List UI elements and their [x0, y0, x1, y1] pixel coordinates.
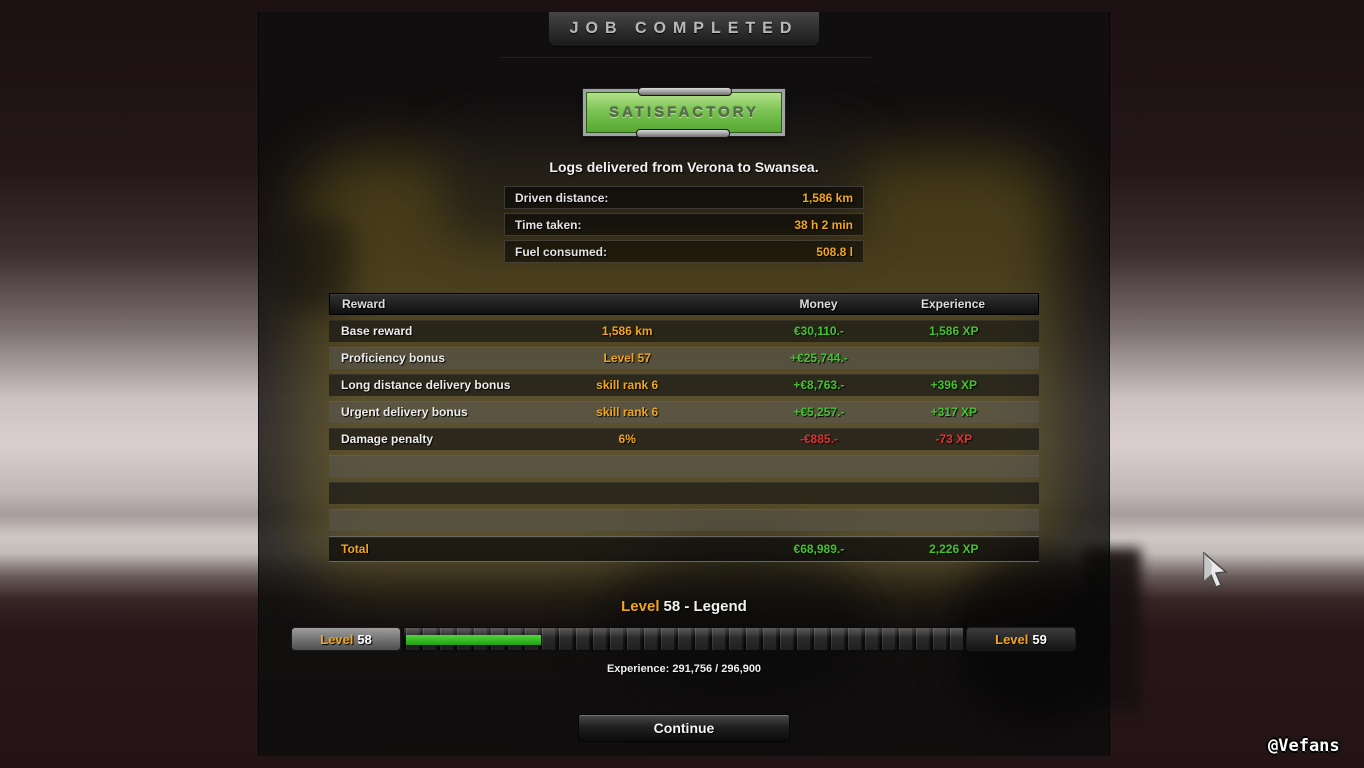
stat-label: Driven distance: — [515, 190, 609, 205]
table-row-empty — [329, 482, 1039, 504]
experience-progress-text: Experience: 291,756 / 296,900 — [606, 663, 762, 675]
column-header-reward: Reward — [342, 297, 386, 311]
rating-badge: SATISFACTORY — [582, 87, 786, 138]
rating-label: SATISFACTORY — [609, 104, 759, 121]
job-stats: Driven distance: 1,586 km Time taken: 38… — [504, 186, 864, 267]
row-label: Proficiency bonus — [341, 351, 446, 365]
row-label: Damage penalty — [341, 432, 434, 446]
table-row-damage-penalty: Damage penalty 6% -€885.- -73 XP — [329, 428, 1039, 450]
badge-handle-bottom — [636, 129, 730, 138]
level-heading-word: Level — [621, 598, 660, 615]
current-level-pill: Level 58 — [291, 627, 401, 651]
row-detail: skill rank 6 — [596, 378, 659, 392]
row-detail: 6% — [618, 432, 636, 446]
total-xp: 2,226 XP — [929, 542, 979, 556]
progress-fill — [406, 635, 542, 645]
mouse-cursor — [1203, 552, 1228, 588]
row-detail: 1,586 km — [601, 324, 653, 338]
table-row-base-reward: Base reward 1,586 km €30,110.- 1,586 XP — [329, 320, 1039, 342]
column-header-experience: Experience — [921, 297, 986, 311]
stat-label: Fuel consumed: — [515, 244, 608, 259]
progress-segments — [403, 627, 964, 651]
row-label: Urgent delivery bonus — [341, 405, 468, 419]
row-money: +€8,763.- — [793, 378, 845, 392]
total-money: €68,989.- — [793, 542, 845, 556]
level-heading: Level 58 - Legend — [259, 598, 1109, 615]
column-header-money: Money — [799, 297, 838, 311]
dialog-title: JOB COMPLETED — [569, 20, 799, 37]
row-money: +€5,257.- — [793, 405, 845, 419]
reward-table: Reward Money Experience Base reward 1,58… — [329, 293, 1039, 567]
badge-handle-top — [638, 87, 732, 96]
row-detail: Level 57 — [603, 351, 651, 365]
next-level-word: Level — [995, 631, 1029, 647]
row-detail: skill rank 6 — [596, 405, 659, 419]
row-xp: +317 XP — [930, 405, 977, 419]
total-label: Total — [341, 542, 369, 556]
stat-label: Time taken: — [515, 217, 582, 232]
table-row-empty — [329, 509, 1039, 531]
row-xp: -73 XP — [935, 432, 973, 446]
table-row-urgent-delivery-bonus: Urgent delivery bonus skill rank 6 +€5,2… — [329, 401, 1039, 423]
next-level-number: 59 — [1032, 631, 1047, 647]
table-row-total: Total €68,989.- 2,226 XP — [329, 536, 1039, 562]
stat-value: 508.8 l — [816, 244, 853, 259]
delivery-summary: Logs delivered from Verona to Swansea. — [549, 159, 819, 175]
stat-value: 1,586 km — [802, 190, 853, 205]
row-xp: +396 XP — [930, 378, 977, 392]
row-money: -€885.- — [799, 432, 838, 446]
row-money: +€25,744.- — [790, 351, 848, 365]
reward-table-header: Reward Money Experience — [329, 293, 1039, 315]
level-progress-bar: Level 58 Level 59 — [291, 627, 1076, 651]
current-level-word: Level — [320, 631, 354, 647]
stat-row-time-taken: Time taken: 38 h 2 min — [504, 213, 864, 236]
continue-button[interactable]: Continue — [578, 714, 790, 742]
level-heading-value: 58 - Legend — [663, 598, 747, 615]
title-underline — [501, 57, 871, 58]
row-label: Base reward — [341, 324, 413, 338]
row-label: Long distance delivery bonus — [341, 378, 511, 392]
stat-value: 38 h 2 min — [794, 217, 853, 232]
table-row-proficiency-bonus: Proficiency bonus Level 57 +€25,744.- — [329, 347, 1039, 369]
current-level-number: 58 — [357, 631, 372, 647]
table-row-long-distance-bonus: Long distance delivery bonus skill rank … — [329, 374, 1039, 396]
next-level-pill: Level 59 — [966, 627, 1076, 651]
stat-row-fuel-consumed: Fuel consumed: 508.8 l — [504, 240, 864, 263]
title-plate: JOB COMPLETED — [549, 12, 819, 47]
stat-row-driven-distance: Driven distance: 1,586 km — [504, 186, 864, 209]
row-money: €30,110.- — [793, 324, 844, 338]
job-completed-dialog: JOB COMPLETED SATISFACTORY Logs delivere… — [258, 12, 1110, 756]
table-row-empty — [329, 455, 1039, 477]
watermark: @Vefans — [1268, 736, 1340, 756]
row-xp: 1,586 XP — [929, 324, 979, 338]
